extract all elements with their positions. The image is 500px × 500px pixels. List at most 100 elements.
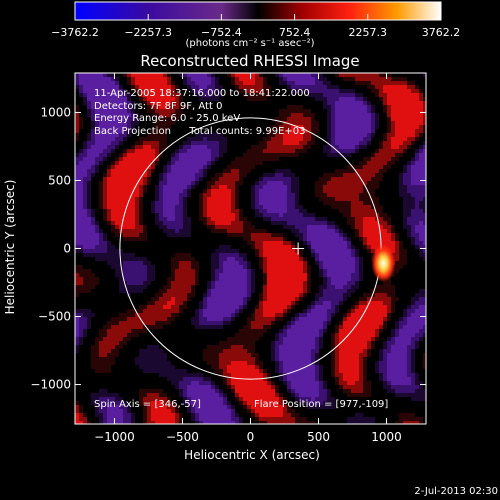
heatmap-cell xyxy=(219,213,223,217)
heatmap-cell xyxy=(123,161,127,165)
heatmap-cell xyxy=(343,209,347,213)
heatmap-cell xyxy=(387,389,391,393)
heatmap-cell xyxy=(311,325,315,329)
heatmap-cell xyxy=(331,249,335,253)
heatmap-cell xyxy=(295,77,299,81)
heatmap-cell xyxy=(359,329,363,333)
heatmap-cell xyxy=(151,109,155,113)
heatmap-cell xyxy=(311,329,315,333)
heatmap-cell xyxy=(411,201,415,205)
heatmap-cell xyxy=(279,329,283,333)
heatmap-cell xyxy=(143,281,147,285)
heatmap-cell xyxy=(371,321,375,325)
heatmap-cell xyxy=(407,329,411,333)
heatmap-cell xyxy=(411,109,415,113)
heatmap-cell xyxy=(75,329,79,333)
heatmap-cell xyxy=(179,269,183,273)
heatmap-cell xyxy=(159,397,163,401)
heatmap-cell xyxy=(159,93,163,97)
heatmap-cell xyxy=(287,341,291,345)
heatmap-cell xyxy=(275,369,279,373)
heatmap-cell xyxy=(123,101,127,105)
heatmap-cell xyxy=(347,365,351,369)
heatmap-cell xyxy=(227,369,231,373)
heatmap-cell xyxy=(207,209,211,213)
heatmap-cell xyxy=(355,81,359,85)
heatmap-cell xyxy=(351,313,355,317)
heatmap-cell xyxy=(119,153,123,157)
heatmap-cell xyxy=(155,389,159,393)
heatmap-cell xyxy=(411,305,415,309)
heatmap-cell xyxy=(107,97,111,101)
heatmap-cell xyxy=(223,209,227,213)
heatmap-cell xyxy=(351,185,355,189)
heatmap-cell xyxy=(355,361,359,365)
heatmap-cell xyxy=(319,345,323,349)
heatmap-cell xyxy=(91,233,95,237)
heatmap-cell xyxy=(215,157,219,161)
heatmap-cell xyxy=(323,385,327,389)
heatmap-cell xyxy=(299,109,303,113)
heatmap-cell xyxy=(255,333,259,337)
heatmap-cell xyxy=(283,261,287,265)
heatmap-cell xyxy=(259,397,263,401)
heatmap-cell xyxy=(415,209,419,213)
heatmap-cell xyxy=(403,177,407,181)
heatmap-cell xyxy=(395,93,399,97)
heatmap-cell xyxy=(407,217,411,221)
heatmap-cell xyxy=(315,317,319,321)
heatmap-cell xyxy=(335,281,339,285)
heatmap-cell xyxy=(215,257,219,261)
heatmap-cell xyxy=(271,349,275,353)
heatmap-cell xyxy=(155,349,159,353)
heatmap-cell xyxy=(347,385,351,389)
heatmap-cell xyxy=(335,377,339,381)
heatmap-cell xyxy=(319,189,323,193)
heatmap-cell xyxy=(367,117,371,121)
heatmap-cell xyxy=(419,89,423,93)
heatmap-cell xyxy=(419,209,423,213)
heatmap-cell xyxy=(171,169,175,173)
heatmap-cell xyxy=(383,165,387,169)
heatmap-cell xyxy=(143,97,147,101)
heatmap-cell xyxy=(187,185,191,189)
heatmap-cell xyxy=(167,281,171,285)
heatmap-cell xyxy=(359,301,363,305)
heatmap-cell xyxy=(87,177,91,181)
heatmap-cell xyxy=(231,289,235,293)
heatmap-cell xyxy=(159,85,163,89)
heatmap-cell xyxy=(283,353,287,357)
heatmap-cell xyxy=(259,389,263,393)
heatmap-cell xyxy=(327,129,331,133)
heatmap-cell xyxy=(363,189,367,193)
heatmap-cell xyxy=(263,241,267,245)
heatmap-cell xyxy=(303,269,307,273)
heatmap-cell xyxy=(323,229,327,233)
heatmap-cell xyxy=(131,121,135,125)
heatmap-cell xyxy=(179,193,183,197)
heatmap-cell xyxy=(231,309,235,313)
heatmap-cell xyxy=(375,225,379,229)
heatmap-cell xyxy=(311,253,315,257)
heatmap-cell xyxy=(91,313,95,317)
heatmap-cell xyxy=(103,177,107,181)
heatmap-cell xyxy=(163,293,167,297)
heatmap-cell xyxy=(251,97,255,101)
heatmap-cell xyxy=(307,281,311,285)
heatmap-cell xyxy=(107,125,111,129)
heatmap-cell xyxy=(187,253,191,257)
heatmap-cell xyxy=(391,113,395,117)
heatmap-cell xyxy=(211,261,215,265)
heatmap-cell xyxy=(227,385,231,389)
heatmap-cell xyxy=(423,113,426,117)
heatmap-cell xyxy=(91,137,95,141)
heatmap-cell xyxy=(283,153,287,157)
heatmap-cell xyxy=(319,253,323,257)
heatmap-cell xyxy=(379,377,383,381)
heatmap-cell xyxy=(359,205,363,209)
heatmap-cell xyxy=(279,169,283,173)
heatmap-cell xyxy=(107,329,111,333)
heatmap-cell xyxy=(275,213,279,217)
heatmap-cell xyxy=(267,269,271,273)
heatmap-cell xyxy=(379,149,383,153)
